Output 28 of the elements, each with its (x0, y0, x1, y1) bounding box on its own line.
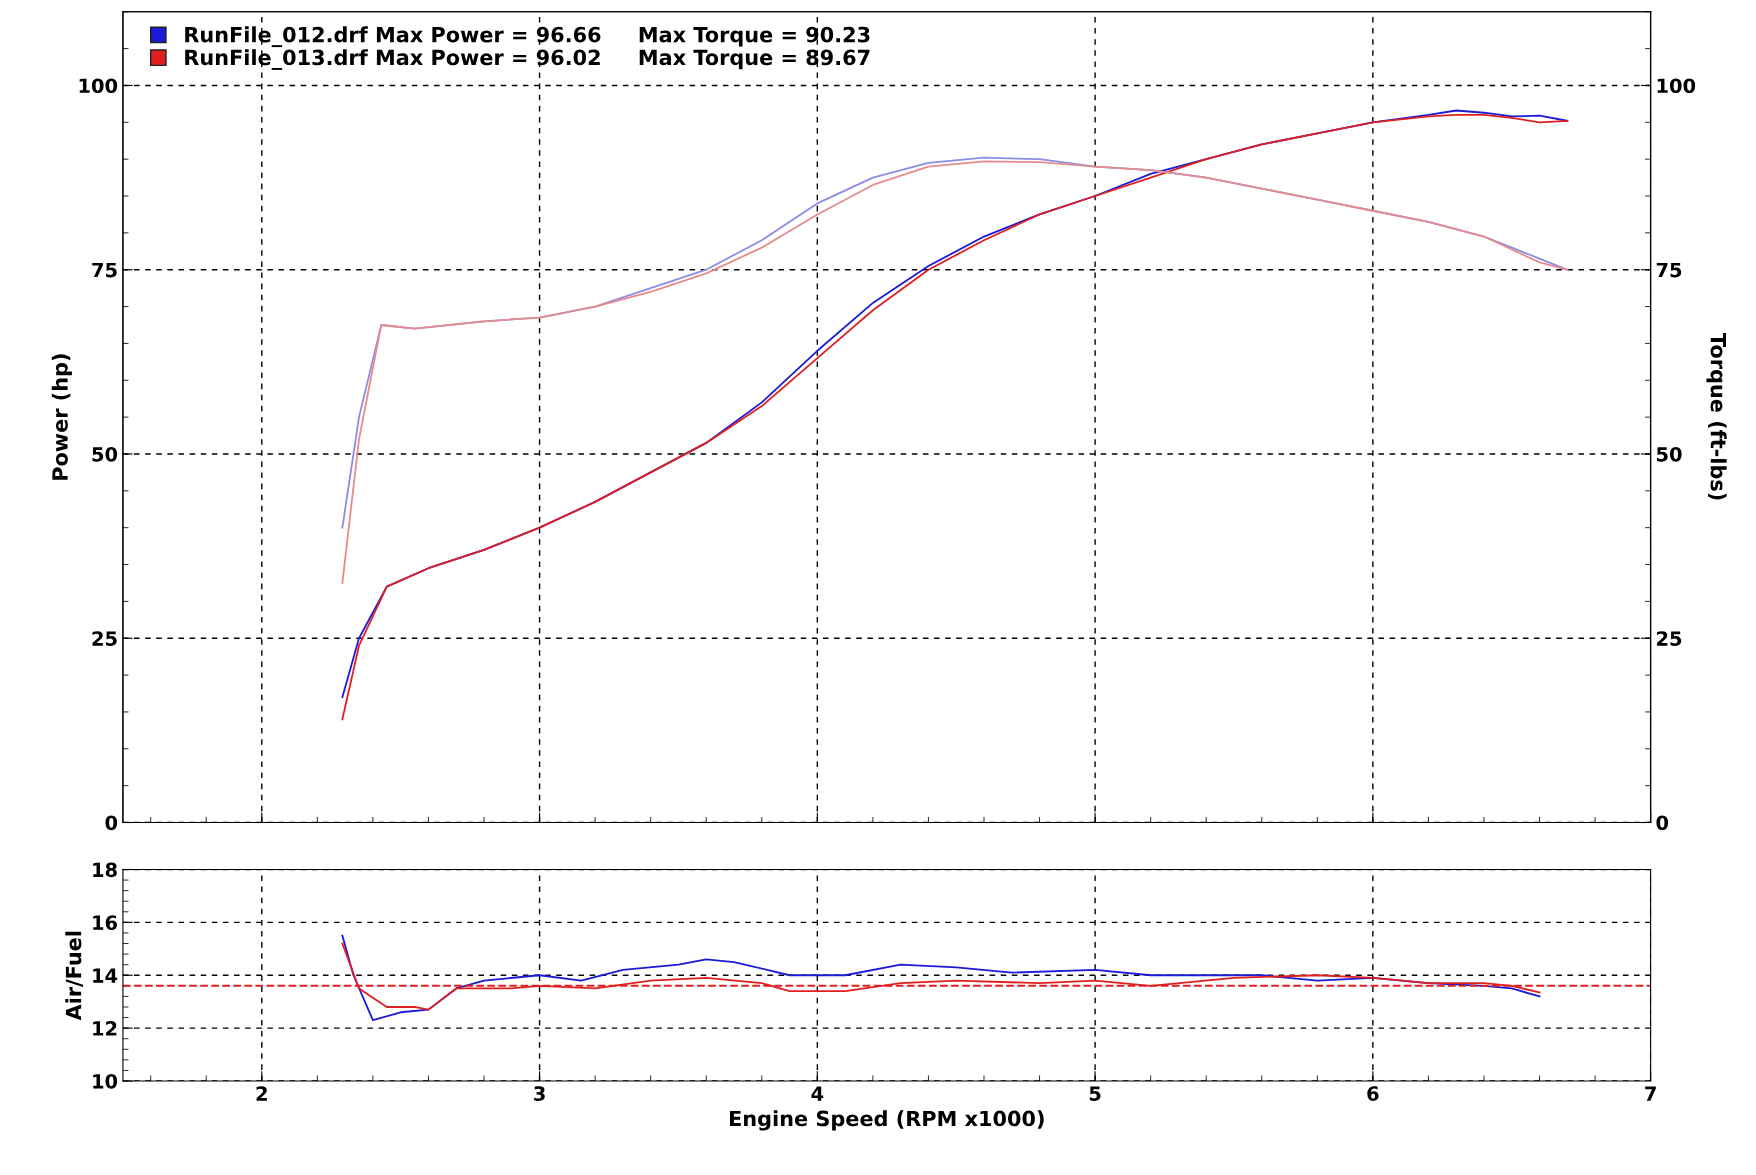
y-axis-title: Air/Fuel (65, 931, 84, 1021)
line-series (341, 934, 1541, 1022)
x-tick-label: 2 (256, 1086, 267, 1101)
legend-label: RunFile_013.drf Max Power = 96.02 Max Torque = 89.67 (185, 49, 870, 70)
y2-axis-title: Torque (ft-lbs) (1706, 333, 1727, 500)
y-tick-label: 18 (93, 862, 117, 878)
y2-tick-label: 50 (1657, 446, 1682, 462)
x-tick-label: 7 (1645, 1086, 1656, 1101)
x-tick-label: 4 (811, 1086, 824, 1101)
y-tick-label: 50 (92, 446, 118, 462)
x-tick-label: 6 (1367, 1086, 1379, 1101)
y-tick-label: 0 (105, 815, 118, 831)
y-axis-title: Power (hp) (51, 354, 72, 480)
y-tick-label: 25 (92, 631, 117, 646)
y2-tick-label: 100 (1657, 78, 1696, 94)
legend-label: RunFile_012.drf Max Power = 96.66 Max Torque = 90.23 (185, 26, 870, 48)
y-tick-label: 12 (93, 1021, 117, 1036)
y-tick-label: 10 (93, 1073, 118, 1089)
y-tick-label: 100 (79, 78, 118, 94)
y-tick-label: 75 (92, 262, 117, 278)
x-tick-label: 5 (1089, 1086, 1101, 1101)
y-tick-label: 16 (93, 915, 118, 931)
y2-tick-label: 0 (1656, 815, 1669, 831)
y2-tick-label: 75 (1656, 262, 1682, 278)
x-tick-label: 3 (534, 1086, 545, 1101)
y2-tick-label: 25 (1657, 631, 1682, 646)
y-tick-label: 14 (93, 968, 118, 983)
x-axis-title: Engine Speed (RPM x1000) (729, 1110, 1044, 1131)
